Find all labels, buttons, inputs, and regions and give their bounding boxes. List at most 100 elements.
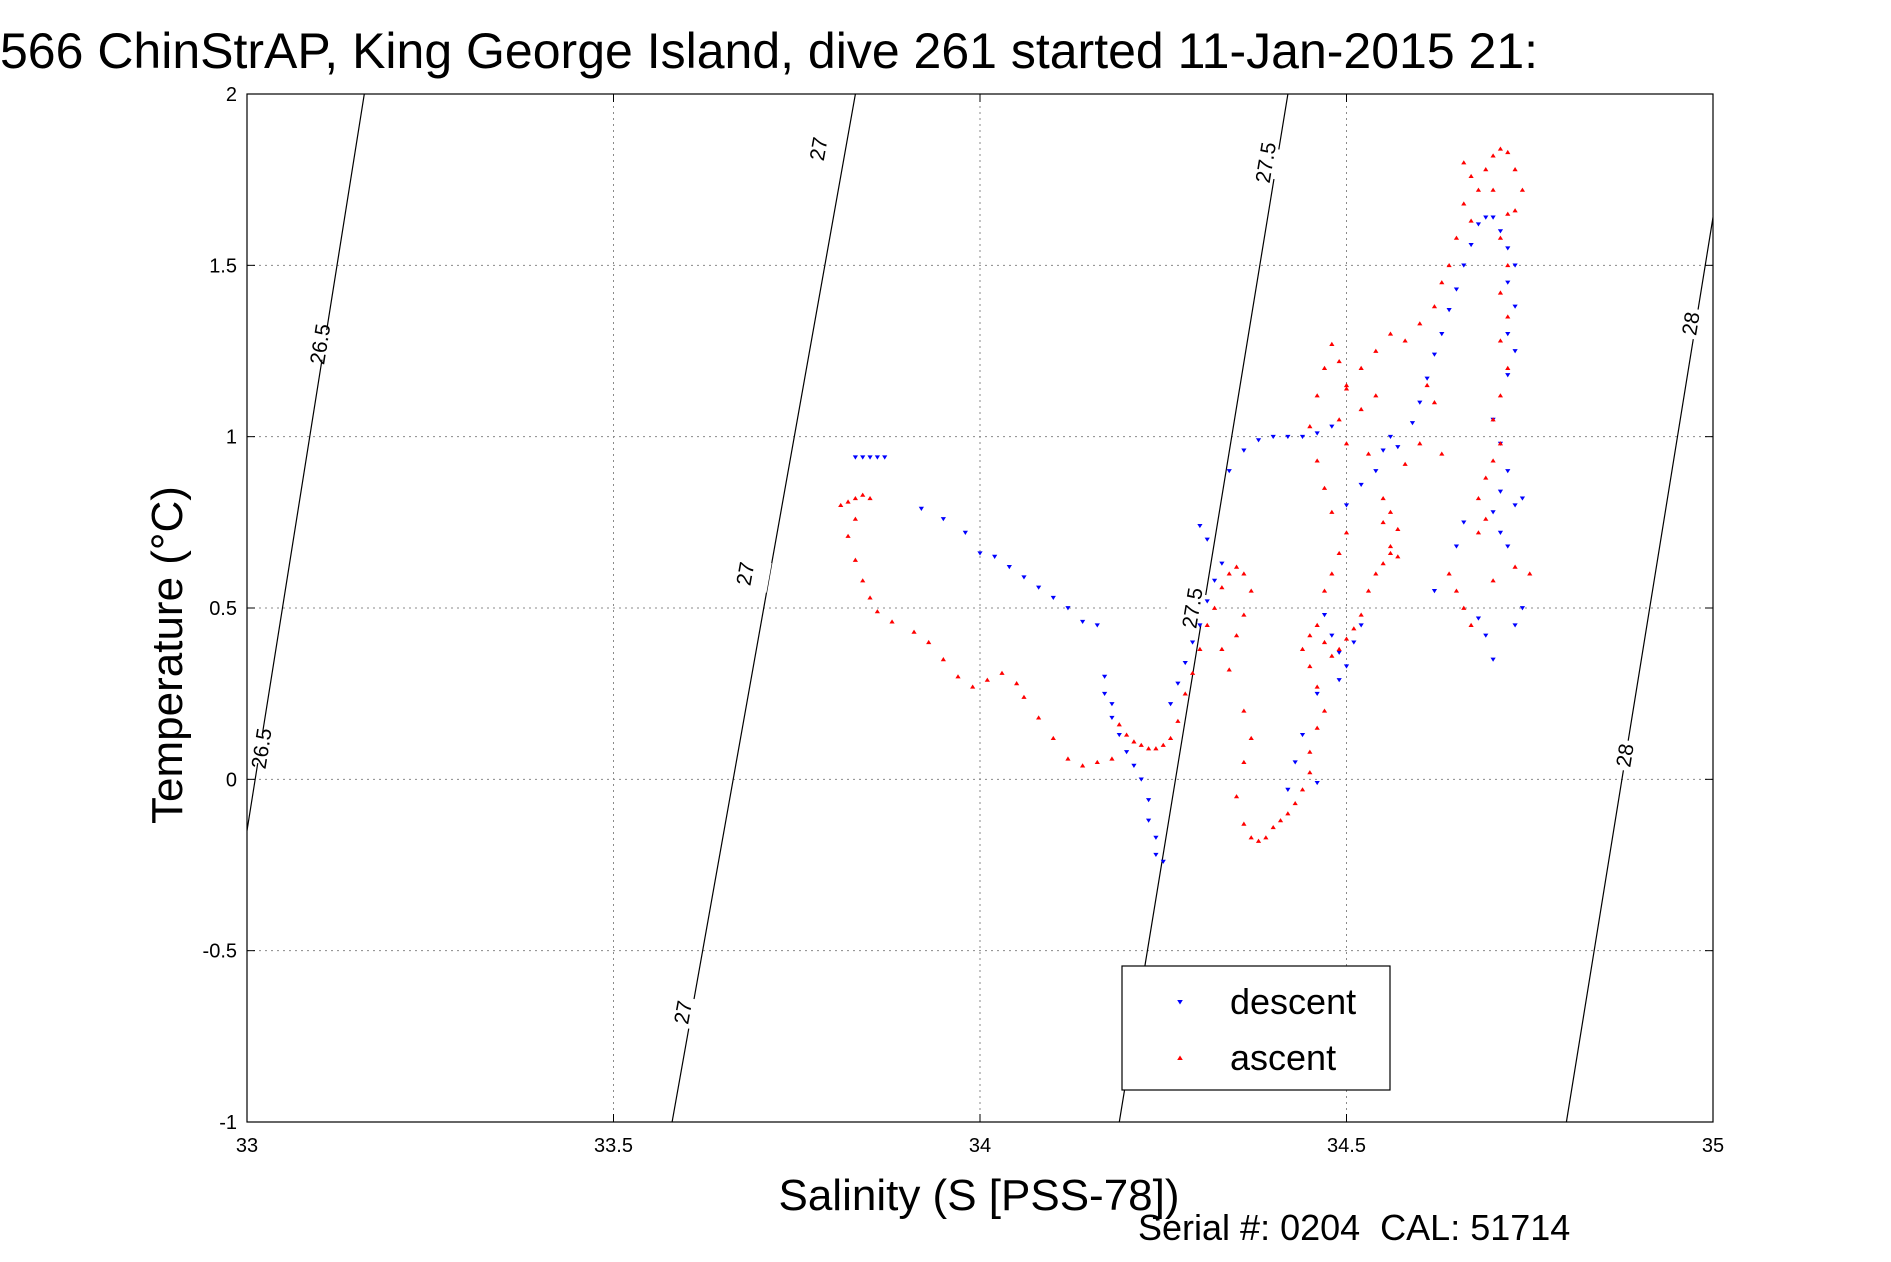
descent-point	[1021, 575, 1027, 580]
ascent-point	[1329, 341, 1335, 346]
descent-point	[1329, 633, 1335, 638]
ascent-point	[1343, 382, 1350, 388]
ascent-point	[1439, 280, 1445, 285]
isopycnal-line	[671, 94, 856, 1122]
ascent-point	[1505, 211, 1511, 216]
descent-point	[1197, 623, 1203, 628]
ascent-point	[1380, 561, 1386, 566]
descent-point	[1336, 650, 1342, 655]
descent-point	[1461, 263, 1467, 268]
ascent-point	[1527, 571, 1533, 576]
ascent-point	[867, 496, 873, 501]
y-tick-label: 0.5	[209, 598, 237, 620]
ascent-point	[1167, 735, 1174, 741]
descent-point	[1175, 681, 1181, 686]
ascent-point	[867, 595, 873, 600]
descent-point	[1116, 732, 1122, 738]
x-tick-label: 34	[969, 1135, 991, 1157]
descent-point	[1358, 482, 1364, 487]
ascent-point	[1307, 749, 1313, 754]
ascent-point	[1314, 622, 1320, 627]
isopycnal-label-bg	[1664, 304, 1718, 343]
descent-point	[1417, 400, 1423, 405]
ascent-point	[1080, 763, 1086, 768]
ascent-point	[1160, 742, 1166, 747]
ascent-point	[1512, 564, 1518, 569]
isopycnal-label: 27	[670, 999, 697, 1026]
ascent-point	[1483, 475, 1489, 480]
ascent-point	[1505, 262, 1511, 268]
ascent-point	[852, 516, 858, 521]
isopycnal-label-bg	[656, 993, 710, 1032]
ascent-point	[1285, 811, 1291, 816]
descent-point	[1138, 777, 1144, 782]
descent-point	[1080, 619, 1086, 625]
descent-point	[1124, 750, 1130, 755]
ascent-point	[1358, 365, 1364, 370]
descent-point	[1512, 623, 1518, 628]
y-tick-label: -1	[219, 1112, 237, 1134]
ascent-point	[1431, 304, 1438, 309]
ascent-point	[1321, 588, 1328, 593]
ascent-point	[1065, 756, 1071, 761]
ascent-point	[1131, 739, 1137, 744]
ascent-point	[1424, 382, 1430, 388]
descent-point	[1036, 585, 1042, 590]
x-axis-label: Salinity (S [PSS-78])	[778, 1171, 1179, 1220]
descent-point	[1314, 780, 1320, 786]
descent-point	[1160, 859, 1166, 864]
ascent-point	[1373, 348, 1379, 353]
ascent-point	[1336, 646, 1342, 651]
descent-point	[1512, 263, 1518, 268]
ascent-point	[1241, 759, 1247, 765]
descent-point	[1182, 661, 1188, 666]
ascent-point	[1226, 571, 1232, 576]
ascent-point	[1468, 173, 1474, 179]
descent-point	[1497, 530, 1504, 535]
legend-ascent-triangle	[1177, 1055, 1183, 1060]
descent-point	[1483, 215, 1489, 220]
ascent-point	[1461, 201, 1467, 206]
descent-point	[1453, 287, 1460, 292]
ascent-point	[1204, 622, 1210, 627]
ascent-point	[1417, 441, 1423, 446]
descent-point	[1505, 332, 1511, 337]
descent-point	[1241, 448, 1247, 453]
ascent-point	[1277, 818, 1284, 823]
ascent-point	[1314, 684, 1320, 689]
legend-descent-triangle	[1177, 1000, 1183, 1005]
ascent-point	[1233, 633, 1240, 638]
descent-point	[1204, 537, 1210, 542]
ascent-point	[1475, 187, 1482, 192]
y-tick-label: 2	[226, 84, 237, 106]
legend-label-ascent: ascent	[1230, 1037, 1336, 1078]
ascent-point	[1358, 612, 1364, 617]
descent-point	[1505, 544, 1511, 549]
ascent-point	[1505, 149, 1511, 155]
descent-point	[1461, 520, 1467, 525]
ascent-point	[1307, 633, 1313, 638]
descent-point	[1380, 448, 1386, 453]
descent-point	[1292, 760, 1298, 765]
descent-point	[860, 455, 866, 460]
ascent-point	[1241, 821, 1247, 826]
ascent-point	[955, 674, 961, 679]
ascent-point	[1512, 208, 1518, 213]
ascent-point	[1446, 262, 1452, 268]
descent-point	[1204, 599, 1210, 604]
ascent-point	[1299, 787, 1306, 792]
data-series	[838, 146, 1533, 864]
descent-point	[1131, 763, 1137, 768]
x-tick-label: 33	[236, 1135, 258, 1157]
isopycnal-line	[247, 94, 365, 831]
ascent-point	[1241, 571, 1247, 576]
isopycnal-label-bg	[719, 554, 772, 593]
descent-point	[1490, 510, 1496, 515]
ascent-point	[1124, 732, 1130, 737]
ascent-point	[984, 677, 990, 682]
ascent-point	[1483, 516, 1489, 521]
ascent-point	[1299, 646, 1306, 651]
ascent-point	[1138, 742, 1144, 747]
y-axis-label: Temperature (°C)	[143, 486, 192, 824]
descent-point	[1490, 657, 1496, 662]
